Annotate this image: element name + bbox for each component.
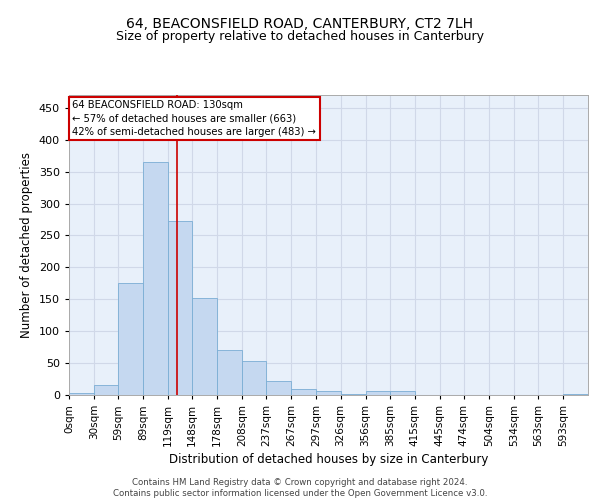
Text: Contains HM Land Registry data © Crown copyright and database right 2024.
Contai: Contains HM Land Registry data © Crown c… [113,478,487,498]
Bar [143,162,168,395]
Bar [242,361,266,395]
Bar [390,391,415,395]
X-axis label: Distribution of detached houses by size in Canterbury: Distribution of detached houses by size … [169,453,488,466]
Bar [266,381,292,395]
Bar [316,390,341,395]
Bar [168,222,192,395]
Bar [563,394,588,395]
Text: 64 BEACONSFIELD ROAD: 130sqm
← 57% of detached houses are smaller (663)
42% of s: 64 BEACONSFIELD ROAD: 130sqm ← 57% of de… [73,100,316,136]
Bar [118,284,143,395]
Bar [94,385,118,395]
Bar [341,394,365,395]
Y-axis label: Number of detached properties: Number of detached properties [20,152,33,338]
Bar [365,391,390,395]
Text: Size of property relative to detached houses in Canterbury: Size of property relative to detached ho… [116,30,484,43]
Bar [217,350,242,395]
Bar [192,298,217,395]
Bar [292,390,316,395]
Text: 64, BEACONSFIELD ROAD, CANTERBURY, CT2 7LH: 64, BEACONSFIELD ROAD, CANTERBURY, CT2 7… [127,18,473,32]
Bar [69,393,94,395]
